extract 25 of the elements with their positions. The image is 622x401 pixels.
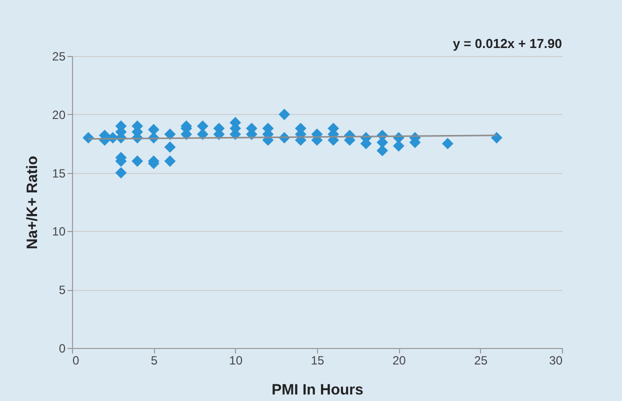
y-tick-label: 25 xyxy=(52,50,66,64)
point xyxy=(164,155,176,167)
y-tick-label: 20 xyxy=(52,108,66,122)
point xyxy=(164,141,176,153)
point xyxy=(148,124,160,136)
y-tick-label: 0 xyxy=(58,342,66,356)
y-tick-label: 10 xyxy=(52,224,66,239)
point xyxy=(115,167,127,178)
y-tick-label: 5 xyxy=(58,283,66,298)
x-tick-label: 30 xyxy=(549,354,563,368)
point xyxy=(196,120,208,132)
point xyxy=(278,108,290,120)
y-axis-title: Na+/K+ Ratio xyxy=(24,156,42,250)
x-tick-label: 15 xyxy=(310,354,324,368)
point xyxy=(442,138,454,150)
x-tick-label: 10 xyxy=(229,354,243,368)
x-tick-label: 0 xyxy=(72,354,80,368)
point xyxy=(132,155,144,167)
x-tick-label: 5 xyxy=(150,354,158,368)
point xyxy=(490,132,502,144)
y-tick-label: 15 xyxy=(52,166,66,180)
text: y = 0.012x + 17.90 xyxy=(452,36,562,51)
x-tick-label: 20 xyxy=(392,354,406,368)
x-tick-label: 25 xyxy=(474,354,488,368)
x-axis-title: PMI In Hours xyxy=(272,382,364,398)
